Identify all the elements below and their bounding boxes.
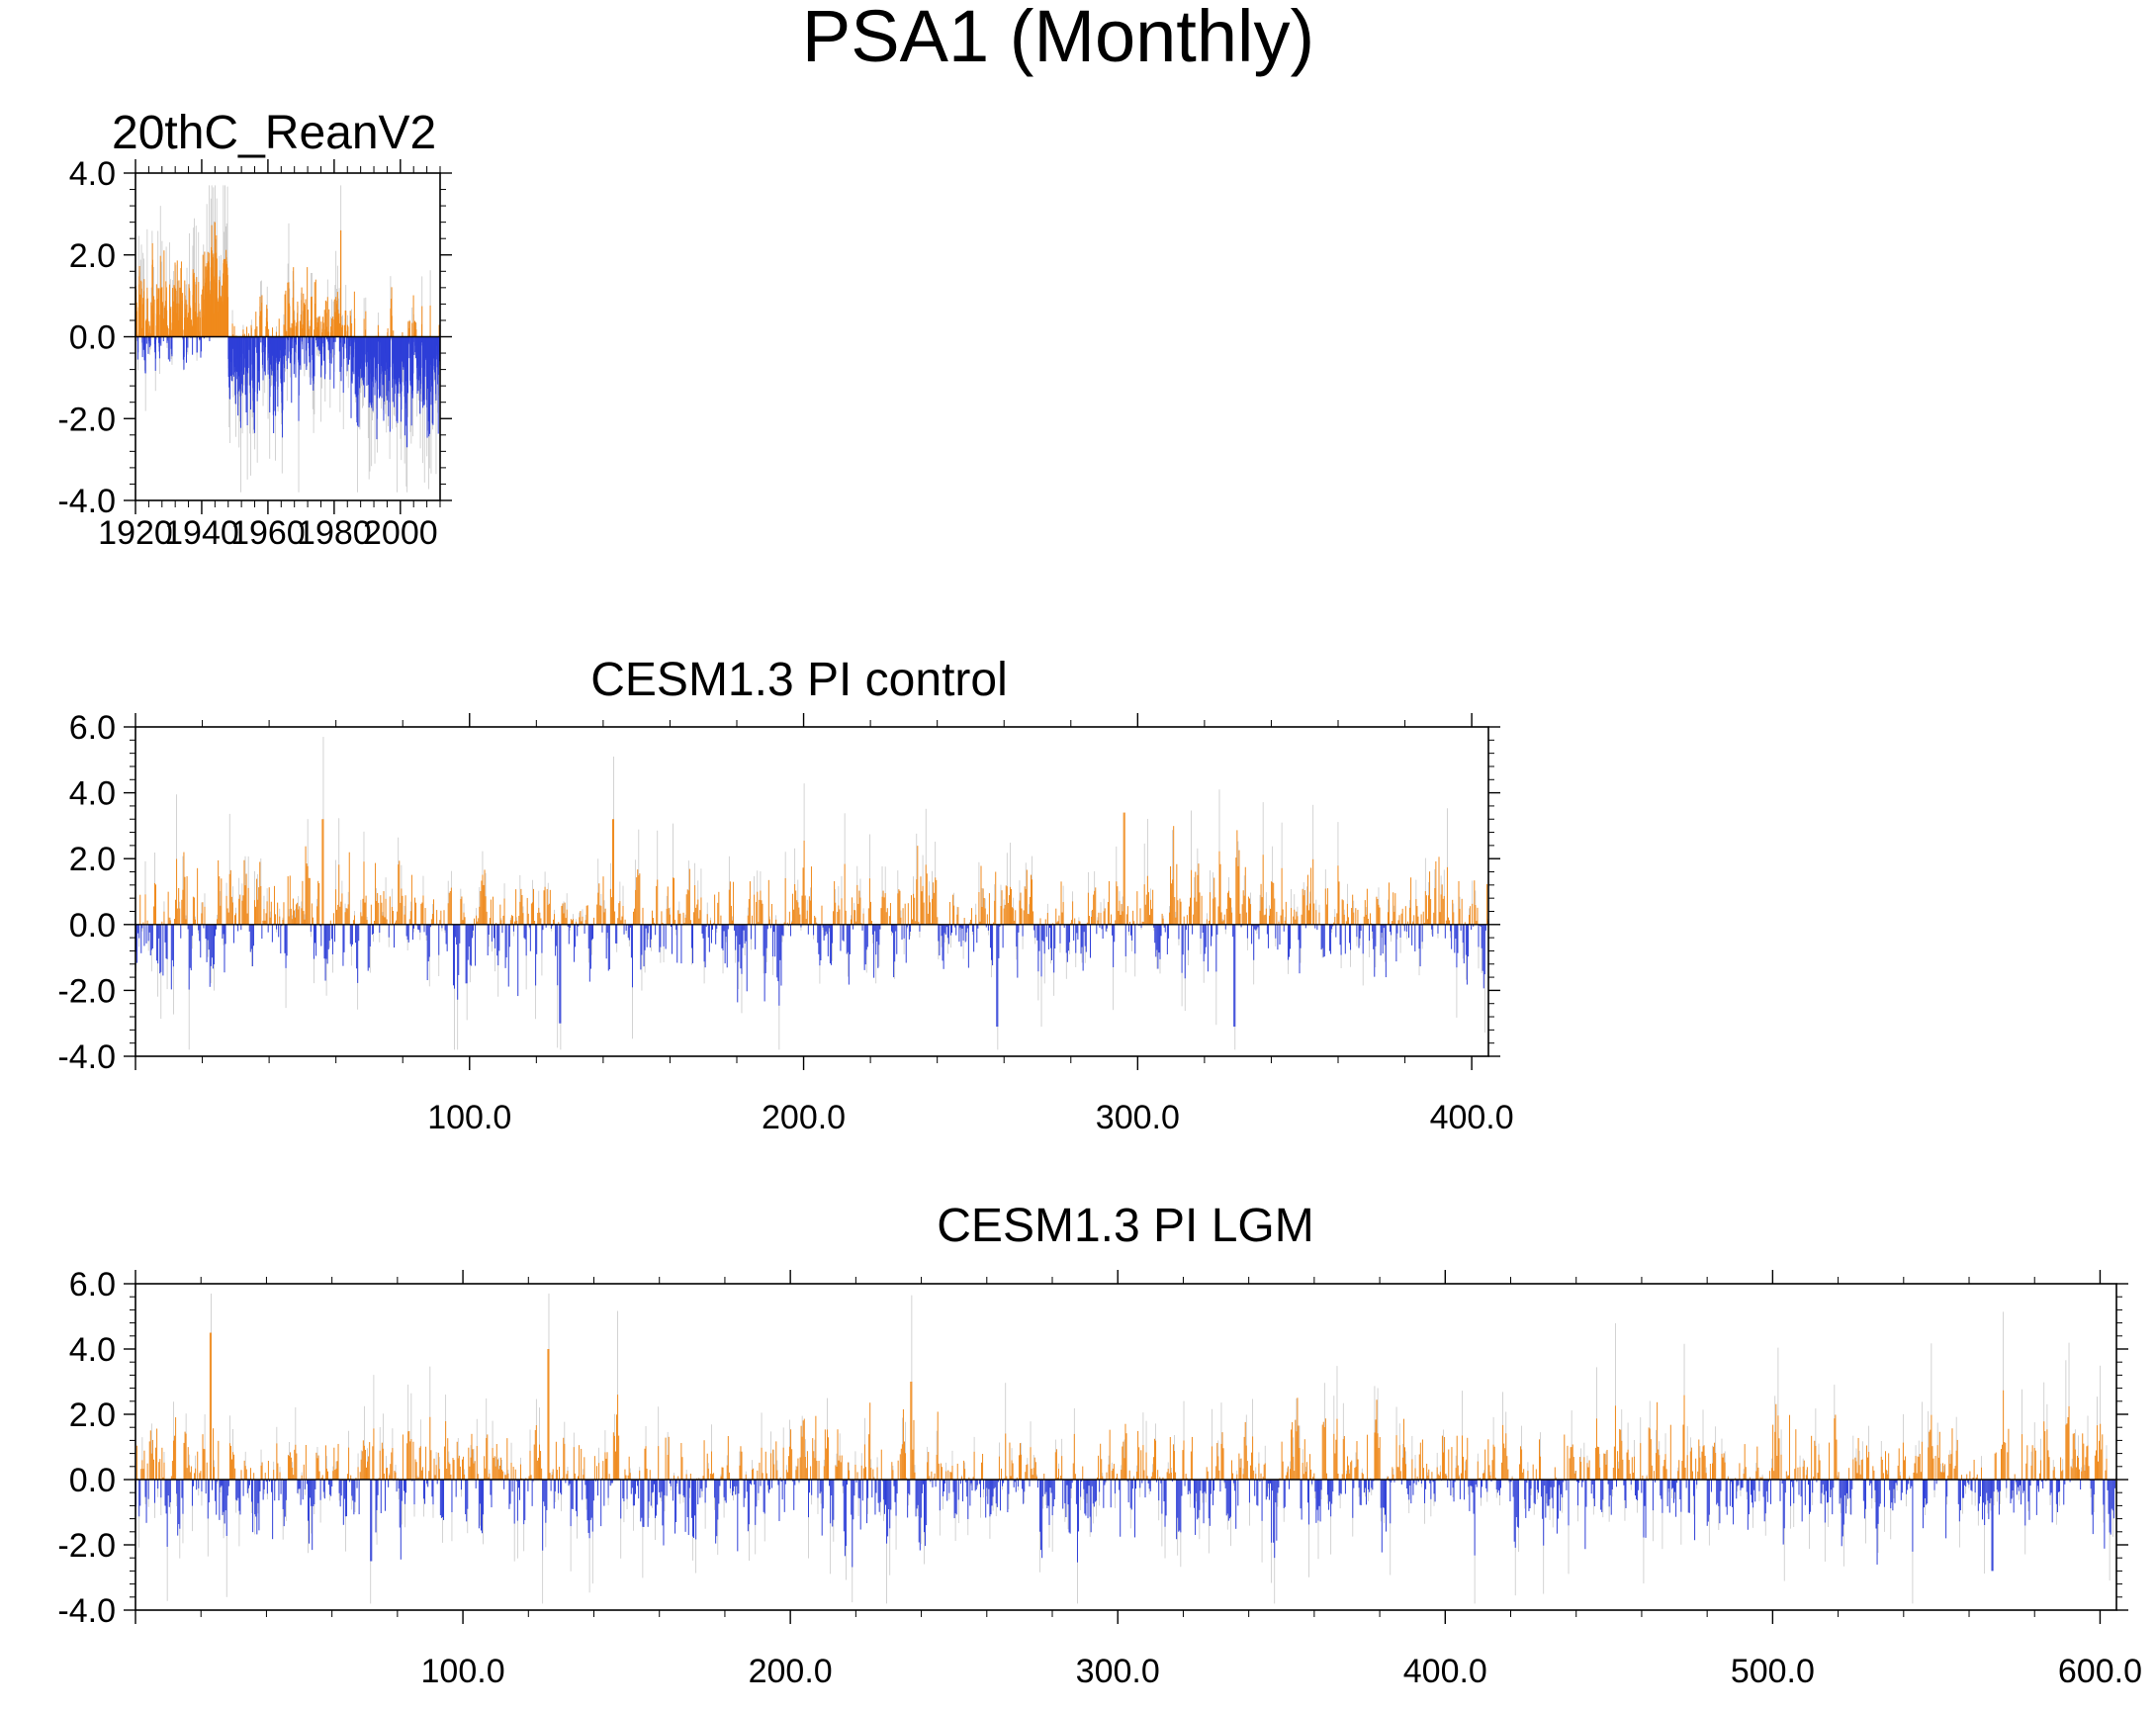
x-tick-label: 2000 — [363, 514, 438, 552]
panel-pi-control: CESM1.3 PI control -4.0 -2.0 0.0 2.0 4.0 6.0 1… — [57, 654, 1513, 1136]
panel-reanalysis: 20thC_ReanV2 -4.0-2.00.02.04.01920194019… — [57, 107, 452, 552]
plot-frame — [135, 726, 1489, 1057]
y-tick-label: 0.0 — [69, 319, 116, 357]
bars-pi-control — [135, 736, 1488, 1050]
y-tick-label: 2.0 — [69, 237, 116, 275]
bars-reanalysis — [135, 185, 441, 493]
y-tick-label: -4.0 — [57, 483, 116, 520]
x-tick-label: 1940 — [164, 514, 239, 552]
x-tick-label: 100.0 — [427, 1099, 511, 1136]
y-tick-label: 0.0 — [69, 907, 116, 945]
panel-title-reanalysis: 20thC_ReanV2 — [112, 107, 436, 159]
y-tick-label: 4.0 — [69, 775, 116, 813]
panel-pi-lgm: CESM1.3 PI LGM -4.0-2.00.02.04.06.0100.0… — [57, 1200, 2142, 1690]
panel-title-pi-lgm: CESM1.3 PI LGM — [937, 1200, 1313, 1252]
x-tick-label: 1920 — [98, 514, 173, 552]
y-tick-label: 4.0 — [69, 155, 116, 193]
y-tick-label: 2.0 — [69, 841, 116, 878]
y-tick-label: -4.0 — [57, 1038, 116, 1076]
x-tick-label: 200.0 — [762, 1099, 846, 1136]
y-tick-label: -2.0 — [57, 972, 116, 1010]
axes-pi-control: -4.0 -2.0 0.0 2.0 4.0 6.0 100.0 200.0 300.0 400.0 — [57, 709, 1513, 1136]
panel-title-pi-control: CESM1.3 PI control — [590, 654, 1008, 706]
x-tick-label: 1980 — [297, 514, 372, 552]
x-tick-label: 400.0 — [1430, 1099, 1514, 1136]
figure-title: PSA1 (Monthly) — [802, 0, 1314, 77]
y-tick-label: -2.0 — [57, 401, 116, 438]
bars-pi-lgm — [135, 1293, 2116, 1604]
y-tick-label: 6.0 — [69, 709, 116, 747]
x-tick-label: 300.0 — [1096, 1099, 1180, 1136]
x-tick-label: 1960 — [230, 514, 306, 552]
